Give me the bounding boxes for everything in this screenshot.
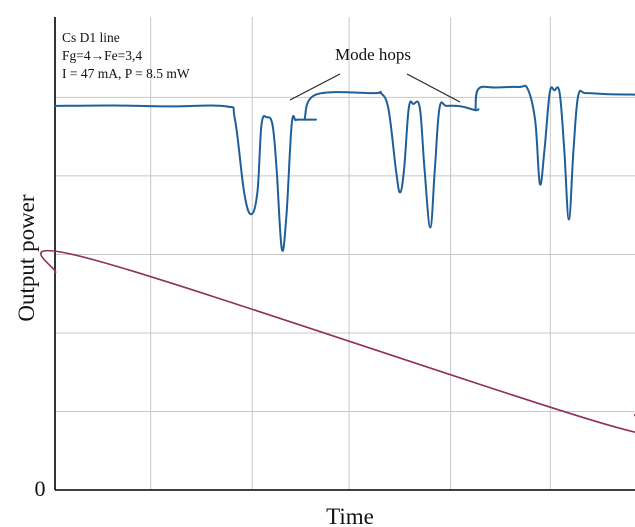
info-line-3: I = 47 mA, P = 8.5 mW xyxy=(62,66,190,81)
info-line-2: Fg=4→Fe=3,4 xyxy=(62,48,142,63)
series-1-line-segment-3 xyxy=(474,84,635,221)
series-1-line-segment-2 xyxy=(303,90,480,229)
info-line-1: Cs D1 line xyxy=(62,30,120,45)
annotation-arrow-left xyxy=(289,73,341,101)
mode-hops-annotation: Mode hops xyxy=(289,45,461,103)
annotation-arrow-right xyxy=(406,73,461,103)
info-box: Cs D1 line Fg=4→Fe=3,4 I = 47 mA, P = 8.… xyxy=(62,30,190,81)
series-group xyxy=(40,84,635,433)
series-1-line-segment-1 xyxy=(54,104,317,252)
x-axis-label: Time xyxy=(326,504,374,527)
y-axis-label: Output power xyxy=(14,194,39,321)
grid xyxy=(55,17,635,490)
y-tick-label: 0 xyxy=(35,476,46,501)
axes xyxy=(54,17,635,491)
annotation-label: Mode hops xyxy=(335,45,411,64)
series-2-line-segment-1 xyxy=(40,249,635,433)
